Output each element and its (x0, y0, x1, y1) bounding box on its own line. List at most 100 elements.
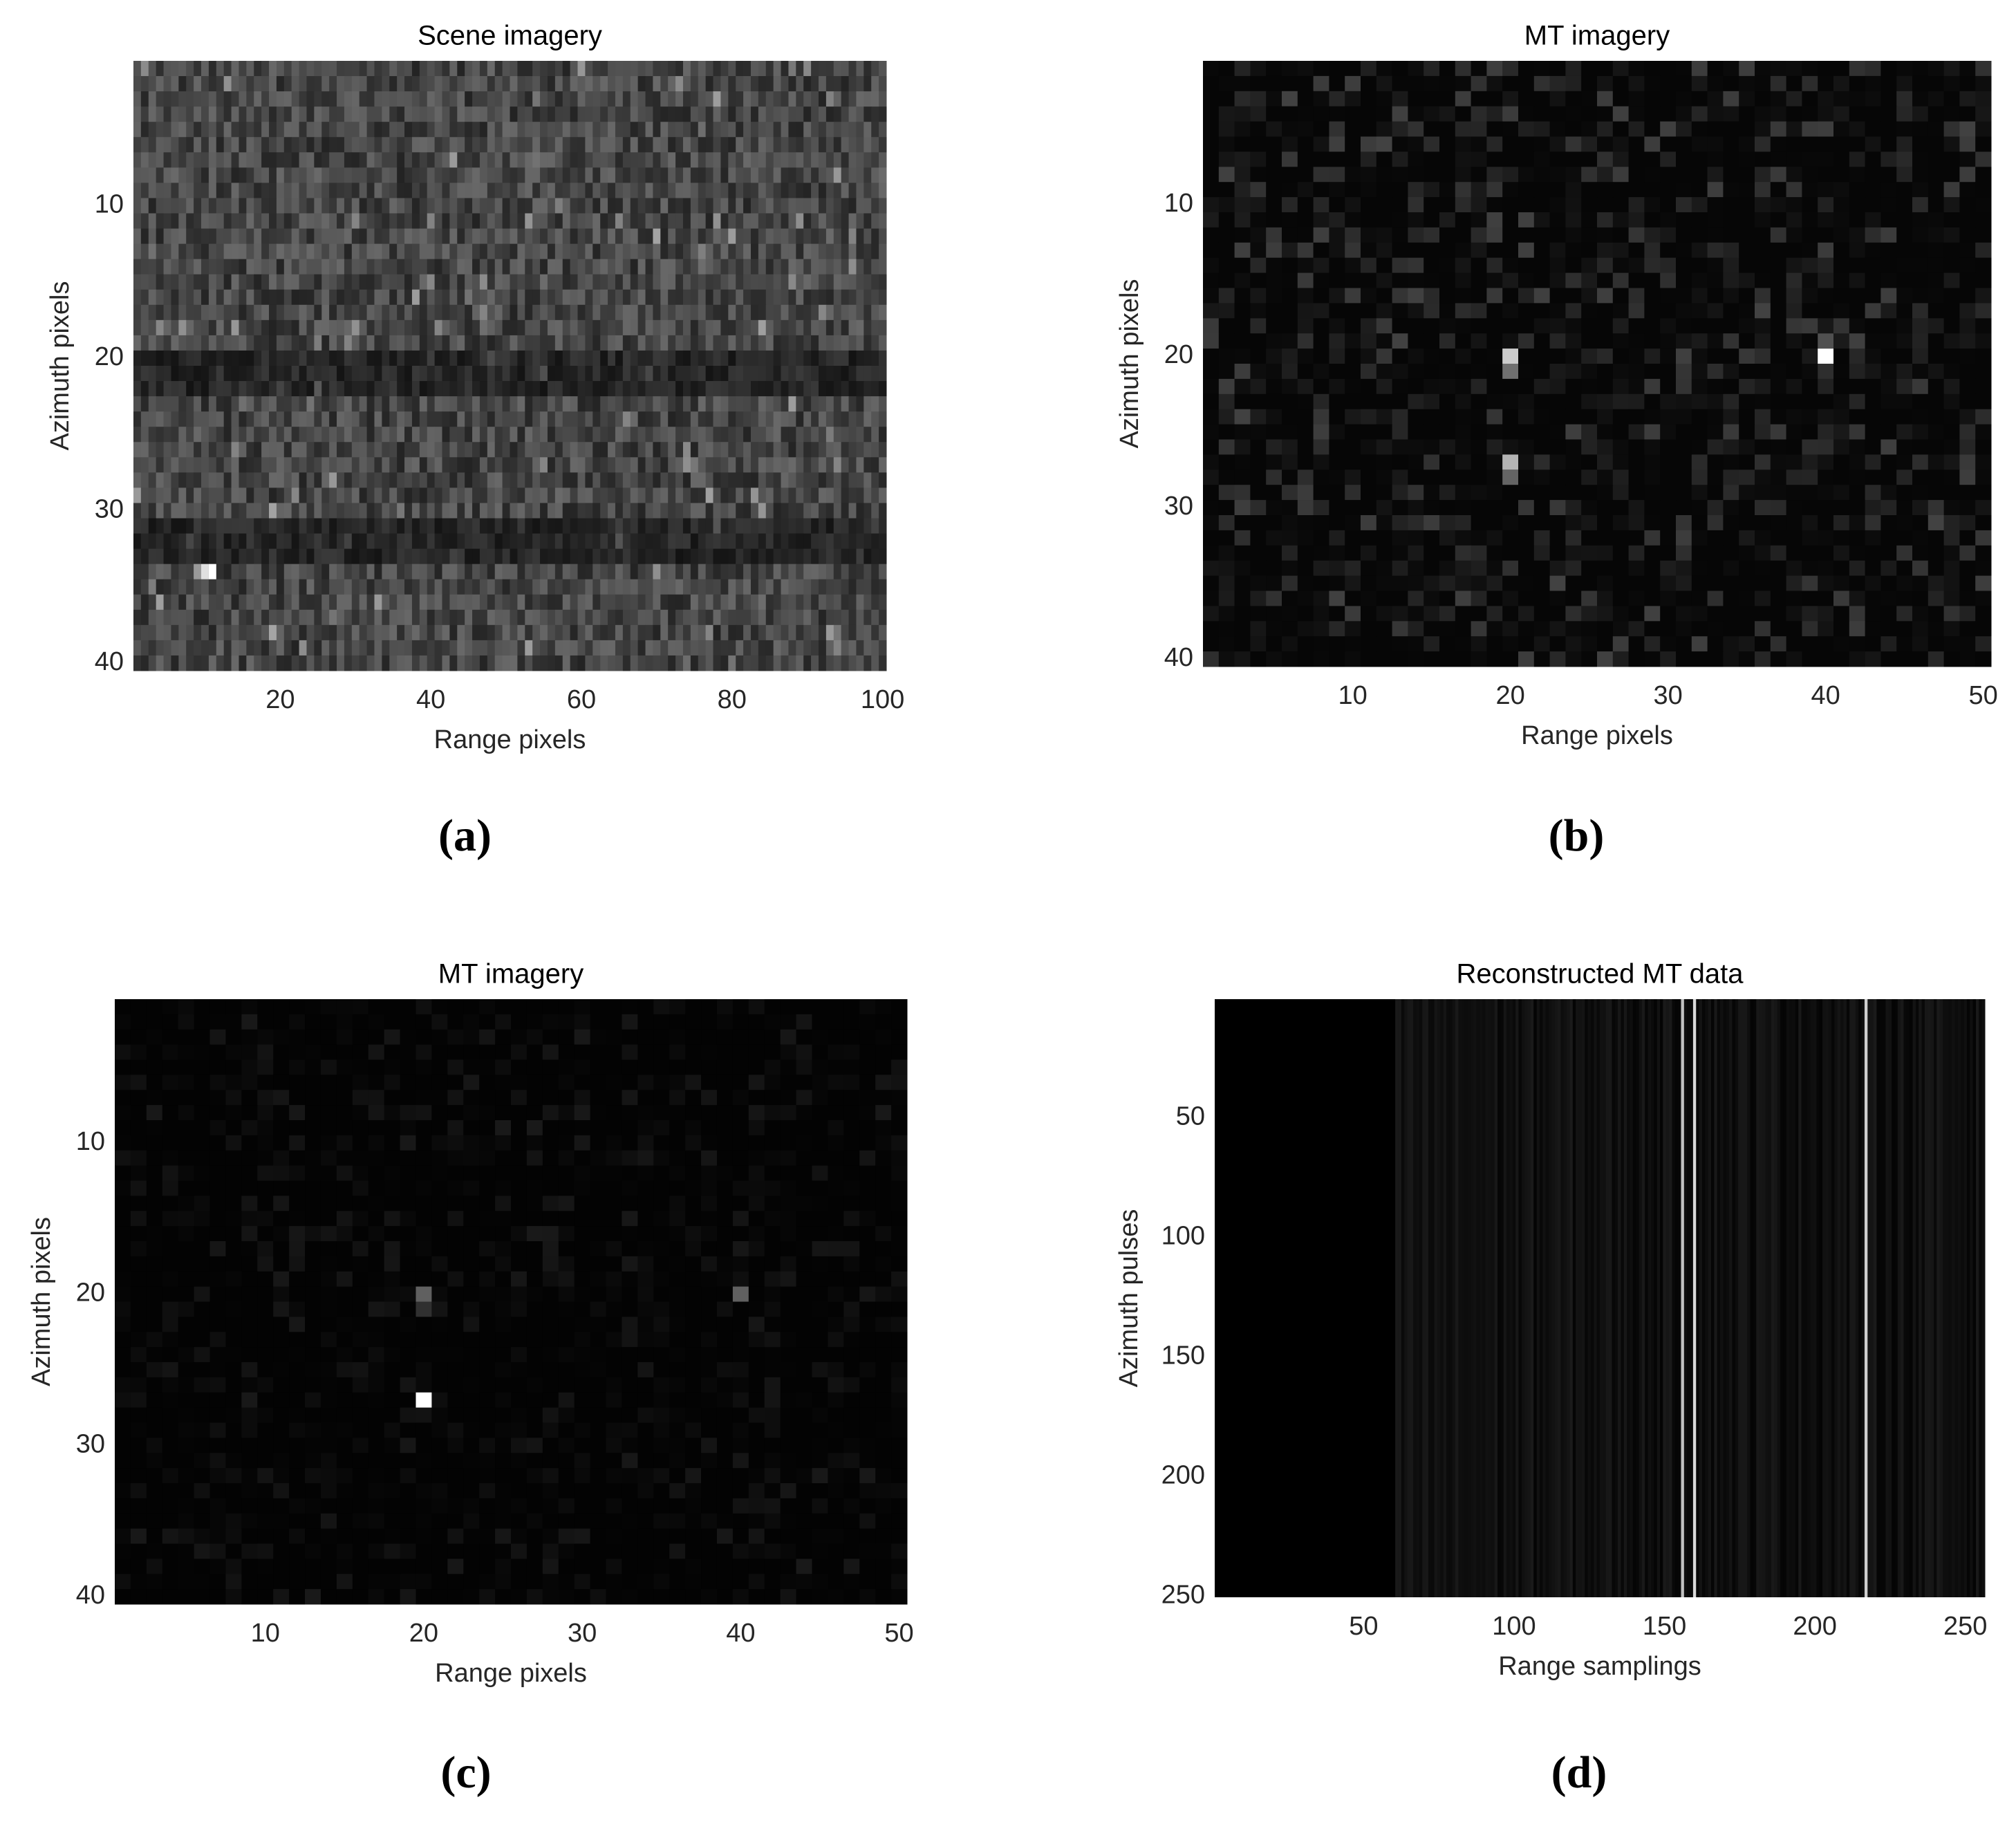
pixel (216, 640, 225, 656)
pixel (510, 472, 518, 488)
pixel (803, 350, 812, 366)
pixel (178, 350, 187, 366)
pixel (811, 122, 819, 138)
pixel (201, 61, 209, 77)
pixel (419, 198, 428, 214)
pixel (864, 655, 872, 671)
pixel (171, 457, 179, 473)
pixel (140, 503, 149, 519)
pixel (337, 167, 345, 183)
pixel (682, 304, 691, 321)
pixel (254, 122, 262, 138)
pixel (653, 579, 661, 595)
pixel (1282, 61, 1298, 77)
pixel (682, 335, 691, 351)
pixel (856, 503, 864, 519)
pixel (1644, 75, 1661, 92)
pixel (472, 442, 480, 458)
pixel (133, 319, 142, 336)
pixel (329, 91, 337, 107)
pixel (525, 228, 533, 245)
pixel (630, 91, 639, 107)
pixel (758, 609, 767, 626)
pixel (796, 381, 804, 397)
pixel (818, 61, 827, 77)
pixel (337, 518, 345, 534)
pixel (1676, 333, 1692, 349)
pixel (554, 183, 563, 198)
pixel (208, 594, 217, 611)
pixel (269, 304, 277, 321)
pixel (1896, 106, 1913, 122)
pixel (1612, 106, 1630, 122)
pixel (825, 366, 834, 382)
pixel (796, 319, 804, 336)
pixel (690, 152, 699, 168)
pixel (833, 213, 842, 230)
pixel (359, 624, 368, 641)
pixel (600, 289, 608, 306)
pixel (818, 198, 827, 214)
pixel (1959, 333, 1976, 349)
pixel (419, 503, 428, 519)
pixel (419, 624, 428, 641)
x-tick-label: 20 (265, 685, 295, 714)
pixel (1439, 288, 1456, 304)
pixel (457, 381, 465, 397)
pixel (1849, 182, 1866, 198)
pixel (156, 259, 165, 275)
pixel (487, 137, 496, 153)
pixel (1786, 288, 1802, 304)
pixel (344, 106, 353, 122)
pixel (208, 396, 217, 412)
pixel (449, 274, 458, 290)
pixel (864, 228, 872, 245)
pixel (1549, 212, 1566, 228)
pixel (705, 152, 714, 168)
pixel (457, 152, 465, 168)
pixel (411, 594, 420, 611)
pixel (434, 472, 442, 488)
pixel (389, 366, 398, 382)
pixel (457, 91, 465, 107)
pixel (728, 228, 736, 245)
pixel (223, 548, 232, 565)
pixel (690, 442, 699, 458)
pixel (419, 274, 428, 290)
pixel (419, 655, 428, 671)
pixel (1203, 61, 1220, 77)
pixel (525, 366, 533, 382)
pixel (382, 76, 390, 92)
pixel (1865, 91, 1881, 107)
pixel (472, 579, 480, 595)
pixel (306, 472, 315, 488)
pixel (510, 91, 518, 107)
pixel (1770, 106, 1787, 122)
pixel (736, 91, 744, 107)
pixel (223, 442, 232, 458)
pixel (321, 152, 330, 168)
pixel (133, 198, 142, 214)
pixel (547, 579, 556, 595)
pixel (1376, 212, 1393, 228)
pixel (261, 243, 270, 260)
pixel (811, 609, 819, 626)
pixel (1975, 303, 1992, 319)
pixel (653, 106, 661, 122)
pixel (254, 366, 262, 382)
pixel (457, 564, 465, 580)
pixel (374, 655, 382, 671)
pixel (314, 61, 322, 77)
pixel (351, 91, 360, 107)
pixel (796, 106, 804, 122)
pixel (781, 122, 789, 138)
pixel (321, 76, 330, 92)
pixel (494, 624, 503, 641)
pixel (389, 396, 398, 412)
pixel (781, 183, 789, 198)
pixel (246, 183, 254, 198)
pixel (1691, 197, 1708, 213)
pixel (148, 411, 157, 427)
pixel (1345, 288, 1361, 304)
pixel (765, 198, 774, 214)
